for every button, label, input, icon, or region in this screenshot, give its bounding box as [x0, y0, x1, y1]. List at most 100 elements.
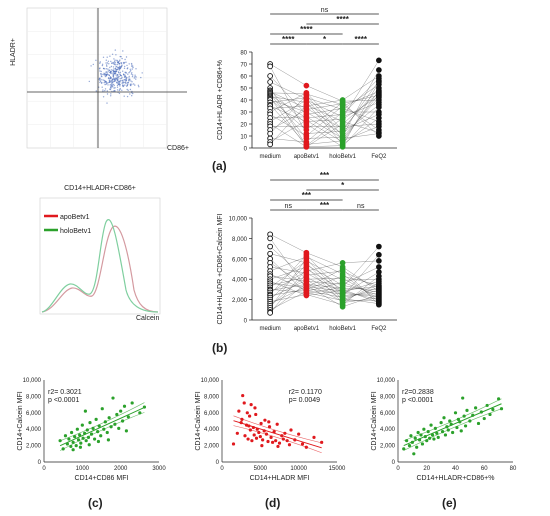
scatter-point [446, 428, 450, 432]
flow-dot [110, 86, 112, 88]
scatter-point [426, 430, 430, 434]
paired-line [269, 95, 307, 134]
paired-line [306, 137, 343, 139]
y-tick-label: 8,000 [380, 394, 396, 400]
flow-dot [120, 56, 122, 58]
paired-line [269, 104, 307, 145]
paired-line [342, 297, 379, 303]
scatter-point [283, 431, 287, 435]
scatter-point [71, 440, 75, 444]
scatter-point [281, 437, 285, 441]
scatter-point [243, 434, 247, 438]
flow-dot [105, 71, 108, 73]
flow-dot [103, 72, 105, 75]
flow-dot [113, 74, 115, 76]
flow-dot [111, 53, 114, 55]
flow-dot [102, 56, 105, 58]
point-FeQ2 [376, 251, 382, 258]
flow-dot [129, 83, 132, 85]
paired-line [342, 273, 379, 302]
scatter-point [88, 421, 92, 425]
flow-dot [101, 86, 103, 88]
scatter-point [448, 419, 452, 423]
scatter-point [402, 447, 406, 451]
scatter-point [433, 426, 437, 430]
scatter-point [113, 422, 117, 426]
scatter-point [405, 439, 409, 443]
scatter-point [239, 421, 243, 425]
scatter-point [117, 426, 121, 430]
flow-dot [131, 81, 133, 83]
flow-dot [103, 82, 105, 84]
hist-curve-apo [41, 225, 159, 313]
scatter-point [247, 424, 251, 428]
flow-dot [117, 74, 119, 76]
scatter-point [422, 427, 426, 431]
flow-dot [125, 56, 128, 58]
paired-line [306, 99, 343, 107]
flow-dot [112, 61, 114, 64]
paired-line [342, 266, 379, 285]
paired-line [306, 95, 343, 137]
y-tick-label: 2,000 [380, 444, 396, 450]
flow-dot [119, 71, 122, 74]
scatter-point [255, 427, 259, 431]
scatter-point [102, 427, 106, 431]
paired-line [306, 280, 343, 299]
y-tick-label: 10,000 [377, 378, 396, 384]
flow-dot [106, 90, 109, 92]
point-FeQ2 [376, 133, 382, 139]
scatter-point [458, 420, 462, 424]
paired-line [270, 286, 307, 304]
paired-line [342, 126, 379, 141]
flow-dot [104, 90, 106, 92]
flow-dot [123, 79, 125, 81]
y-tick-label: 30 [240, 111, 247, 117]
scatter-point [440, 430, 445, 434]
flow-dot [121, 57, 123, 60]
scatter-point [419, 433, 423, 437]
flow-dot [116, 81, 118, 84]
flow-dot [107, 82, 109, 84]
flow-dot [105, 59, 108, 61]
paired-line [306, 268, 343, 290]
flow-dot [108, 63, 110, 65]
scatter-point [130, 401, 134, 405]
flow-dot [135, 68, 137, 70]
paired-line [342, 104, 379, 134]
paired-line [306, 104, 343, 122]
scatter-point [430, 433, 435, 437]
scatter-point [79, 441, 83, 445]
scatter-point [488, 412, 492, 417]
scatter-point [71, 448, 75, 452]
paired-line [270, 266, 307, 274]
paired-line [342, 298, 379, 304]
flow-dot [134, 76, 136, 78]
y-tick-label: 10,000 [201, 378, 220, 384]
paired-line [306, 123, 343, 147]
flow-dot [105, 62, 107, 64]
scatter-point [293, 438, 297, 442]
paired-line [306, 105, 343, 137]
flow-dot [120, 77, 123, 80]
scatter-point [474, 406, 478, 410]
x-tick-label: 80 [510, 466, 517, 472]
scatter-point [83, 409, 87, 413]
x-tick-label: 40 [452, 466, 459, 472]
flow-dot [127, 67, 129, 69]
flow-dot [128, 72, 130, 74]
scatter-point [107, 416, 111, 420]
paired-line [270, 294, 307, 302]
scatter-point [78, 433, 82, 437]
flow-dot [129, 93, 131, 95]
scatter-point [479, 410, 483, 414]
y-tick-label: 0 [244, 147, 248, 153]
legend-label-apo: apoBetv1 [60, 214, 90, 221]
scatter-chart-c: 0 2,000 4,000 6,000 8,000 10,000 0 1000 2000 3000… [17, 378, 166, 482]
y-tick-label: 50 [240, 87, 247, 93]
flow-dot [133, 83, 135, 85]
flow-dot [123, 62, 125, 65]
flow-dot [98, 78, 100, 80]
paired-line [342, 80, 380, 132]
scatter-point [120, 419, 125, 423]
